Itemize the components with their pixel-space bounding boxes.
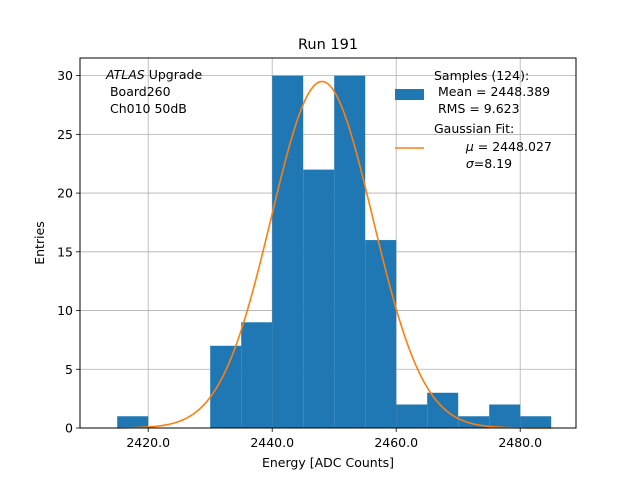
svg-text:μ = 2448.027: μ = 2448.027 bbox=[438, 139, 572, 154]
x-tick-label: 2460.0 bbox=[374, 435, 418, 450]
chart-title: Run 191 bbox=[298, 37, 358, 53]
annotation-upgrade: Upgrade bbox=[145, 67, 203, 82]
x-tick-label: 2420.0 bbox=[126, 435, 170, 450]
histogram-bar bbox=[458, 416, 490, 428]
legend-samples-mean: Mean = 2448.389 bbox=[434, 84, 550, 99]
x-axis-ticks: 2420.0 2440.0 2460.0 2480.0 bbox=[126, 428, 542, 450]
y-tick-label: 30 bbox=[57, 68, 73, 83]
legend-fit-sigma-symbol: σ bbox=[466, 156, 475, 171]
gaussian-fit-curve bbox=[117, 80, 552, 429]
histogram-bar bbox=[334, 75, 366, 428]
legend-fit-title: Gaussian Fit: bbox=[434, 121, 514, 136]
histogram-bar bbox=[520, 416, 552, 428]
y-tick-label: 0 bbox=[65, 421, 73, 436]
histogram-bar bbox=[365, 240, 397, 428]
legend-fit-sigma-value: =8.19 bbox=[474, 156, 512, 171]
y-tick-label: 15 bbox=[57, 244, 73, 259]
annotation-board: Board260 bbox=[106, 84, 171, 99]
histogram-bar bbox=[241, 322, 273, 428]
histogram-bar bbox=[489, 404, 521, 428]
y-tick-label: 10 bbox=[57, 303, 73, 318]
histogram-bars bbox=[117, 75, 552, 429]
legend: Samples (124): Mean = 2448.389 RMS = 9.6… bbox=[395, 68, 572, 171]
y-axis-label: Entries bbox=[32, 221, 47, 265]
histogram-bar bbox=[396, 404, 428, 428]
histogram-bar bbox=[272, 75, 304, 428]
y-tick-label: 25 bbox=[57, 127, 73, 142]
histogram-bar bbox=[210, 345, 242, 428]
legend-fit-mu-symbol: μ bbox=[465, 139, 474, 154]
legend-fit-mu-value: = 2448.027 bbox=[474, 139, 552, 154]
svg-text:ATLAS Upgrade: ATLAS Upgrade bbox=[105, 67, 202, 82]
legend-samples-title: Samples (124): bbox=[434, 68, 529, 83]
atlas-annotation: ATLAS Upgrade Board260 Ch010 50dB bbox=[105, 67, 202, 116]
x-tick-label: 2440.0 bbox=[250, 435, 294, 450]
annotation-atlas: ATLAS bbox=[105, 67, 145, 82]
histogram-bar bbox=[303, 169, 335, 429]
x-axis-label: Energy [ADC Counts] bbox=[262, 455, 394, 470]
legend-samples-rms: RMS = 9.623 bbox=[434, 101, 520, 116]
y-tick-label: 20 bbox=[57, 186, 73, 201]
y-axis-ticks: 0 5 10 15 20 25 30 bbox=[57, 68, 80, 436]
histogram-bar bbox=[117, 416, 149, 428]
plot-frame bbox=[79, 57, 577, 429]
legend-samples-swatch bbox=[395, 89, 424, 100]
svg-text:σ=8.19: σ=8.19 bbox=[438, 156, 532, 171]
y-tick-label: 5 bbox=[65, 362, 73, 377]
annotation-channel: Ch010 50dB bbox=[106, 101, 187, 116]
x-tick-label: 2480.0 bbox=[498, 435, 542, 450]
histogram-bar bbox=[427, 392, 459, 428]
